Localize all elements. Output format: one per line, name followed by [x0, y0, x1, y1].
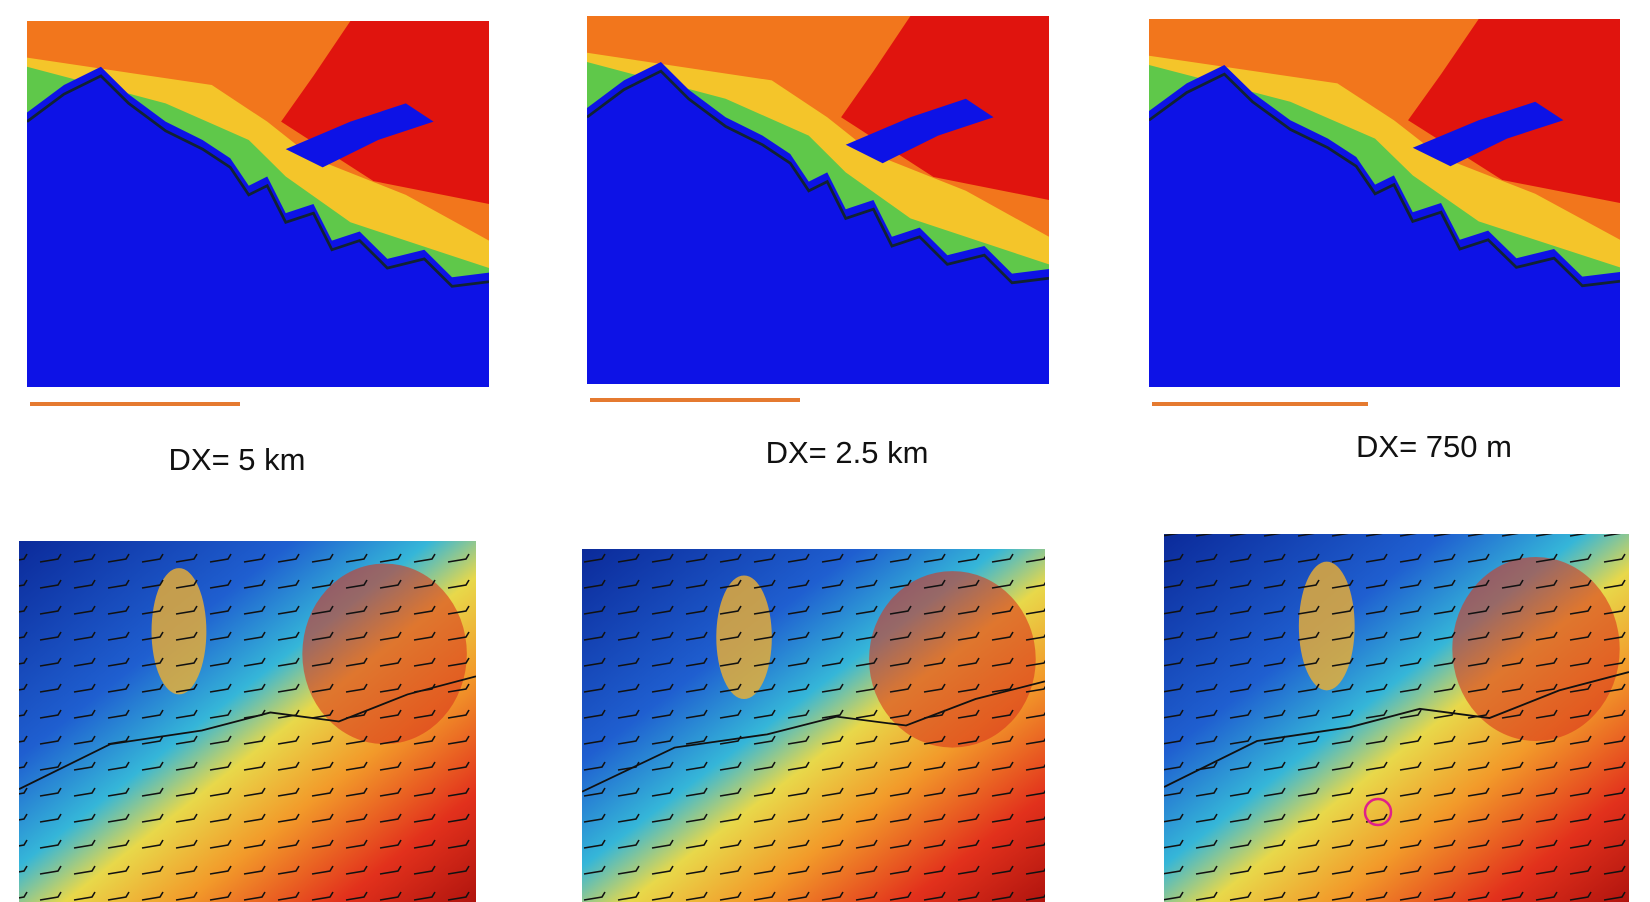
- panel-label: DX= 2.5 km: [766, 435, 929, 470]
- colorbars: [30, 398, 1368, 406]
- colorbar: [30, 402, 240, 406]
- terrain-map: [27, 21, 489, 387]
- panel-label: DX= 5 km: [169, 442, 306, 477]
- terrain-maps: [27, 16, 1620, 387]
- wind-barbs: [582, 549, 1045, 902]
- wind-barbs: [19, 541, 476, 902]
- panel-label: DX= 750 m: [1356, 429, 1512, 464]
- page: DX= 5 km DX= 2.5 km DX= 750 m (() => { c…: [0, 0, 1650, 902]
- terrain-map: [1149, 19, 1620, 387]
- wind-maps: [19, 534, 1629, 902]
- figure: DX= 5 km DX= 2.5 km DX= 750 m: [0, 0, 1650, 902]
- colorbar: [1152, 402, 1368, 406]
- terrain-map: [587, 16, 1049, 384]
- wind-barbs: [1164, 534, 1629, 902]
- colorbar: [590, 398, 800, 402]
